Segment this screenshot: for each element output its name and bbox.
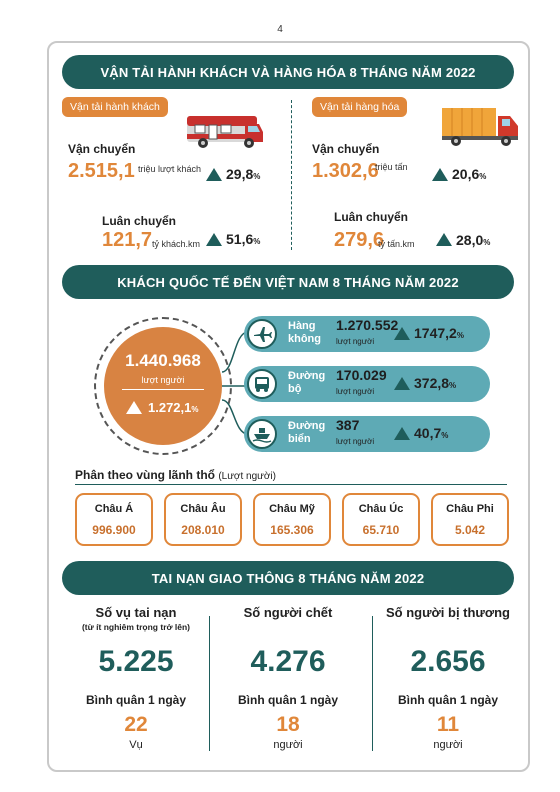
mode-road-unit: lượt người [336,387,375,396]
passenger-transport-growth: 29,8% [226,166,261,182]
region-box-europe: Châu Âu 208.010 [164,493,242,546]
region-name: Châu Âu [180,503,226,515]
growth-up-icon [394,377,410,390]
camper-van-icon [185,110,265,152]
region-value: 165.306 [270,523,314,537]
region-box-africa: Châu Phi 5.042 [431,493,509,546]
mode-air-unit: lượt người [336,337,375,346]
region-name: Châu Phi [446,503,494,515]
total-visitors-circle: 1.440.968 lượt người 1.272,1% [104,327,222,445]
accidents-column: Số vụ tai nạn (từ ít nghiêm trọng trở lê… [62,605,210,751]
deaths-heading: Số người chết [243,605,333,620]
mode-sea-value: 387 [336,417,360,433]
injuries-heading: Số người bị thương [386,605,510,620]
cargo-tag: Vận tải hàng hóa [312,97,408,117]
accidents-subheading: (từ ít nghiêm trọng trở lên) [81,622,191,632]
injuries-avg-unit: người [433,739,463,751]
growth-up-icon [432,168,448,181]
deaths-column: Số người chết 4.276 Bình quân 1 ngày 18 … [214,605,362,751]
total-visitors-growth: 1.272,1% [148,400,199,415]
bus-icon [247,369,277,399]
cargo-transport-unit: triệu tấn [375,162,408,172]
injuries-column: Số người bị thương 2.656 Bình quân 1 ngà… [370,605,526,751]
region-box-america: Châu Mỹ 165.306 [253,493,331,546]
total-visitors-value: 1.440.968 [125,351,201,370]
section1-divider [291,100,292,250]
total-visitors-unit: lượt người [141,375,185,385]
region-value: 996.900 [92,523,136,537]
section-visitors-banner: KHÁCH QUỐC TẾ ĐẾN VIỆT NAM 8 THÁNG NĂM 2… [62,265,514,299]
ship-icon [247,419,277,449]
truck-icon [440,104,522,148]
mode-sea-pill: Đường biển 387 lượt người 40,7% [244,416,490,452]
accidents-avg-unit: Vụ [129,739,143,751]
column-divider [209,616,210,751]
region-name: Châu Mỹ [269,503,315,515]
accidents-avg-value: 22 [124,713,148,736]
accidents-avg-label: Bình quân 1 ngày [85,693,186,707]
region-title: Phân theo vùng lãnh thổ (Lượt người) [75,468,276,482]
passenger-rotation-growth: 51,6% [226,231,261,247]
cargo-rotation-label: Luân chuyển [334,210,409,224]
page-number: 4 [277,24,283,35]
mode-road-name: Đường bộ [288,370,326,395]
region-value: 5.042 [454,523,486,537]
region-box-asia: Châu Á 996.900 [75,493,153,546]
region-name: Châu Úc [358,503,404,515]
passenger-tag: Vận tải hành khách [62,97,168,117]
growth-up-icon [394,327,410,340]
section-accidents-banner: TAI NẠN GIAO THÔNG 8 THÁNG NĂM 2022 [62,561,514,595]
injuries-avg-value: 11 [436,713,460,736]
airplane-icon [247,319,277,349]
mode-sea-unit: lượt người [336,437,375,446]
growth-up-icon [206,233,222,246]
growth-up-icon [394,427,410,440]
injuries-value: 2.656 [410,645,486,678]
cargo-transport-value: 1.302,6 [312,160,379,182]
circle-divider [122,389,204,390]
deaths-avg-label: Bình quân 1 ngày [237,693,338,707]
deaths-avg-unit: người [273,739,303,751]
accidents-heading: Số vụ tai nạn [95,605,177,620]
cargo-transport-growth: 20,6% [452,166,487,182]
deaths-value: 4.276 [250,645,326,678]
mode-air-value: 1.270.552 [336,317,399,333]
region-value: 65.710 [362,523,400,537]
injuries-avg-label: Bình quân 1 ngày [397,693,498,707]
region-name: Châu Á [94,503,134,515]
section-transport-banner: VẬN TẢI HÀNH KHÁCH VÀ HÀNG HÓA 8 THÁNG N… [62,55,514,89]
passenger-rotation-label: Luân chuyển [102,214,177,228]
region-divider [75,484,507,485]
passenger-transport-label: Vận chuyển [68,142,136,156]
passenger-transport-value: 2.515,1 [68,160,135,182]
mode-air-pill: Hàng không 1.270.552 lượt người 1747,2% [244,316,490,352]
cargo-rotation-value: 279,6 [334,229,385,251]
growth-up-icon [126,401,142,414]
cargo-transport-label: Vận chuyển [312,142,380,156]
mode-road-growth: 372,8% [414,375,457,391]
region-value: 208.010 [181,523,225,537]
mode-road-pill: Đường bộ 170.029 lượt người 372,8% [244,366,490,402]
mode-sea-name: Đường biển [288,420,326,445]
mode-air-name: Hàng không [288,320,321,345]
region-box-oceania: Châu Úc 65.710 [342,493,420,546]
cargo-rotation-growth: 28,0% [456,232,491,248]
column-divider [372,616,373,751]
mode-sea-growth: 40,7% [414,425,449,441]
passenger-rotation-unit: tỷ khách.km [152,239,201,249]
mode-road-value: 170.029 [336,367,387,383]
deaths-avg-value: 18 [276,713,300,736]
accidents-value: 5.225 [98,645,174,678]
growth-up-icon [206,168,222,181]
passenger-rotation-value: 121,7 [102,229,153,251]
mode-air-growth: 1747,2% [414,325,464,341]
content-frame [47,41,530,772]
passenger-transport-unit: triệu lượt khách [138,164,201,174]
cargo-rotation-unit: tỷ tấn.km [378,239,415,249]
growth-up-icon [436,233,452,246]
